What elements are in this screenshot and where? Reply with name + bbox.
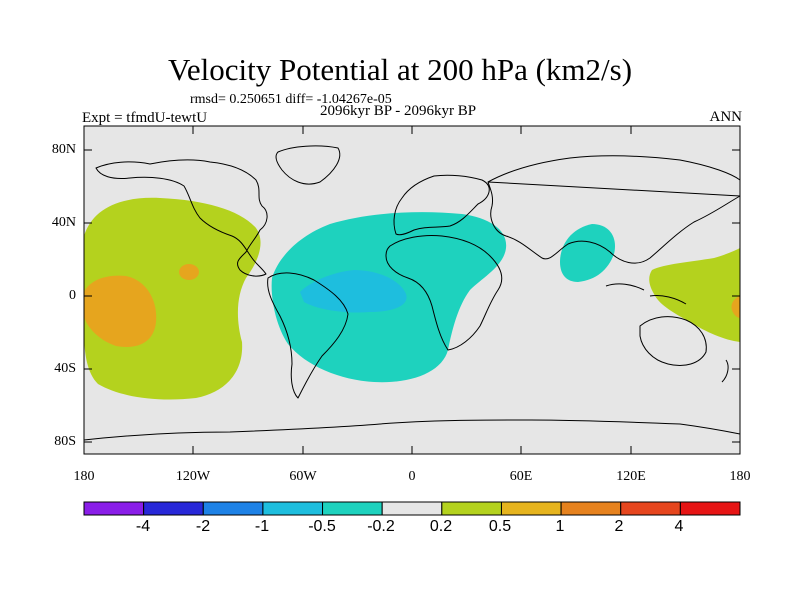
coast-south-america	[267, 272, 349, 399]
colorbar-box	[441, 501, 502, 516]
lon-label-120e: 120E	[616, 469, 646, 484]
colorbar-label: 4	[674, 518, 684, 535]
lat-label-80n: 80N	[51, 142, 76, 157]
colorbar-label: -1	[254, 518, 270, 535]
coast-africa	[385, 235, 503, 351]
pos-region-east-pacific	[84, 197, 261, 400]
experiment-label: Expt = tfmdU-tewtU	[82, 110, 208, 126]
lon-ticks	[83, 126, 741, 454]
period-label: 2096kyr BP - 2096kyr BP	[320, 103, 477, 119]
colorbar-box	[202, 501, 264, 516]
lon-label-180e: 180	[729, 469, 751, 484]
pos-region-west-pacific	[649, 248, 740, 342]
colorbar-label: 0.2	[429, 518, 453, 535]
colorbar-box	[560, 501, 622, 516]
coast-greenland	[275, 145, 341, 185]
coast-australia	[639, 316, 707, 366]
coast-europe	[393, 174, 490, 236]
colorbar-box	[262, 501, 324, 516]
lon-label-0: 0	[408, 469, 416, 484]
lon-label-60w: 60W	[289, 469, 317, 484]
neg-region-indian	[560, 224, 616, 282]
lat-label-40n: 40N	[51, 215, 76, 230]
coast-indonesia	[605, 283, 687, 305]
colorbar-label: 2	[614, 518, 624, 535]
coast-asia	[487, 155, 741, 264]
colorbar-box	[620, 501, 681, 516]
pos-core-east-pacific	[84, 275, 157, 347]
lon-label-60e: 60E	[509, 469, 533, 484]
colorbar-box	[322, 501, 383, 516]
coast-north-america	[95, 159, 268, 277]
lat-label-40s: 40S	[54, 361, 76, 376]
lat-label-0: 0	[69, 288, 76, 303]
colorbar-box	[679, 501, 741, 516]
colorbar-label: -4	[135, 518, 151, 535]
stats-text: rmsd= 0.250651 diff= -1.04267e-05	[190, 92, 392, 107]
season-label: ANN	[709, 109, 743, 125]
coast-antarctica	[83, 419, 741, 441]
colorbar-box	[143, 501, 204, 516]
colorbar-label: -0.2	[367, 518, 395, 535]
coast-new-zealand	[721, 359, 729, 383]
pos-core-west-pacific	[731, 296, 740, 318]
colorbar-label: 1	[555, 518, 565, 535]
colorbar-label: 0.5	[488, 518, 512, 535]
colorbar-box	[381, 501, 443, 516]
neg-core-atlantic	[300, 270, 407, 313]
colorbar-label: -0.5	[308, 518, 336, 535]
colorbar-box	[83, 501, 145, 516]
map-title: Velocity Potential at 200 hPa (km2/s)	[167, 52, 633, 87]
coastlines	[83, 145, 741, 441]
lat-ticks	[84, 149, 740, 443]
colorbar-box	[500, 501, 562, 516]
lat-label-80s: 80S	[54, 434, 76, 449]
colorbar-label: -2	[195, 518, 211, 535]
pos-core-small	[179, 264, 199, 280]
colorbar	[83, 501, 741, 516]
lon-label-180w: 180	[73, 469, 95, 484]
lon-label-120w: 120W	[175, 469, 211, 484]
